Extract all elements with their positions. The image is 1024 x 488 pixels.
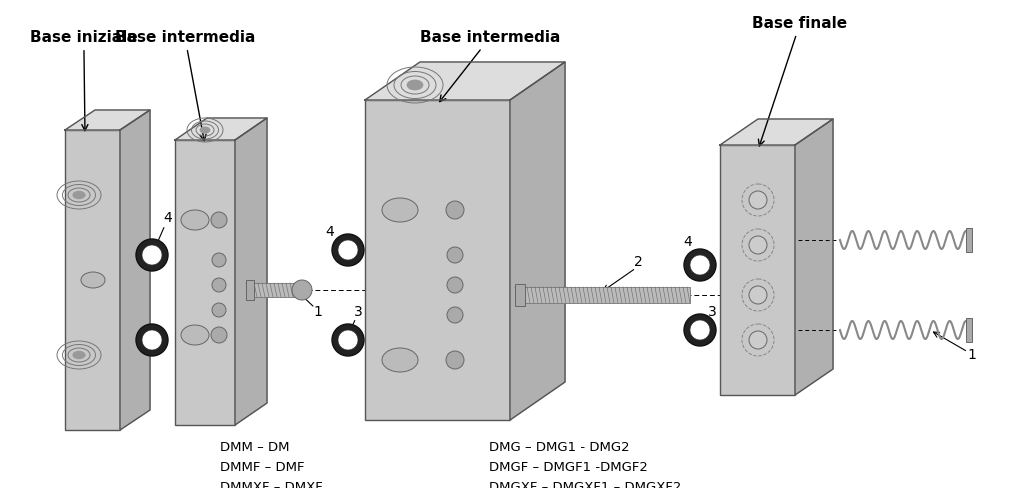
- Circle shape: [690, 255, 710, 275]
- Bar: [966, 318, 972, 342]
- Text: 2: 2: [634, 255, 642, 269]
- Circle shape: [446, 201, 464, 219]
- Circle shape: [332, 234, 364, 266]
- Circle shape: [749, 236, 767, 254]
- Text: Base intermedia: Base intermedia: [115, 30, 255, 141]
- Bar: [365, 100, 510, 420]
- Circle shape: [684, 249, 716, 281]
- Ellipse shape: [407, 80, 423, 90]
- Circle shape: [447, 307, 463, 323]
- Circle shape: [338, 240, 358, 260]
- Circle shape: [142, 330, 162, 350]
- Polygon shape: [65, 110, 150, 130]
- Circle shape: [212, 253, 226, 267]
- Circle shape: [211, 212, 227, 228]
- Bar: [246, 283, 300, 297]
- Circle shape: [212, 303, 226, 317]
- Text: 3: 3: [708, 305, 717, 319]
- Polygon shape: [365, 62, 565, 100]
- Text: DMM – DM
DMMF – DMF
DMMXF – DMXF: DMM – DM DMMF – DMF DMMXF – DMXF: [220, 441, 323, 488]
- Text: 4: 4: [164, 211, 172, 225]
- Ellipse shape: [382, 348, 418, 372]
- Circle shape: [749, 191, 767, 209]
- Ellipse shape: [181, 210, 209, 230]
- Circle shape: [142, 245, 162, 265]
- Ellipse shape: [81, 272, 105, 288]
- Circle shape: [690, 320, 710, 340]
- Polygon shape: [234, 118, 267, 425]
- Text: Base iniziale: Base iniziale: [30, 30, 137, 131]
- Bar: [515, 284, 524, 306]
- Bar: [720, 145, 795, 395]
- Bar: [246, 280, 254, 300]
- Text: Base intermedia: Base intermedia: [420, 30, 560, 102]
- Circle shape: [749, 331, 767, 349]
- Text: 1: 1: [968, 348, 977, 362]
- Text: DMG – DMG1 - DMG2
DMGF – DMGF1 -DMGF2
DMGXF – DMGXF1 – DMGXF2: DMG – DMG1 - DMG2 DMGF – DMGF1 -DMGF2 DM…: [489, 441, 681, 488]
- Ellipse shape: [382, 198, 418, 222]
- Text: 1: 1: [313, 305, 323, 319]
- Circle shape: [447, 247, 463, 263]
- Text: Base finale: Base finale: [753, 16, 848, 146]
- Bar: [515, 287, 690, 303]
- Circle shape: [292, 280, 312, 300]
- Circle shape: [684, 314, 716, 346]
- Polygon shape: [720, 119, 833, 145]
- Ellipse shape: [181, 325, 209, 345]
- Circle shape: [211, 327, 227, 343]
- Bar: [65, 130, 120, 430]
- Circle shape: [212, 278, 226, 292]
- Circle shape: [338, 330, 358, 350]
- Polygon shape: [510, 62, 565, 420]
- Polygon shape: [120, 110, 150, 430]
- Bar: [966, 228, 972, 252]
- Ellipse shape: [73, 351, 86, 359]
- Circle shape: [447, 277, 463, 293]
- Ellipse shape: [73, 191, 86, 199]
- Ellipse shape: [200, 126, 210, 134]
- Circle shape: [332, 324, 364, 356]
- Circle shape: [136, 239, 168, 271]
- Polygon shape: [795, 119, 833, 395]
- Text: 4: 4: [326, 225, 335, 239]
- Circle shape: [446, 351, 464, 369]
- Polygon shape: [175, 118, 267, 140]
- Bar: [175, 140, 234, 425]
- Text: 3: 3: [353, 305, 362, 319]
- Circle shape: [136, 324, 168, 356]
- Circle shape: [749, 286, 767, 304]
- Text: 4: 4: [684, 235, 692, 249]
